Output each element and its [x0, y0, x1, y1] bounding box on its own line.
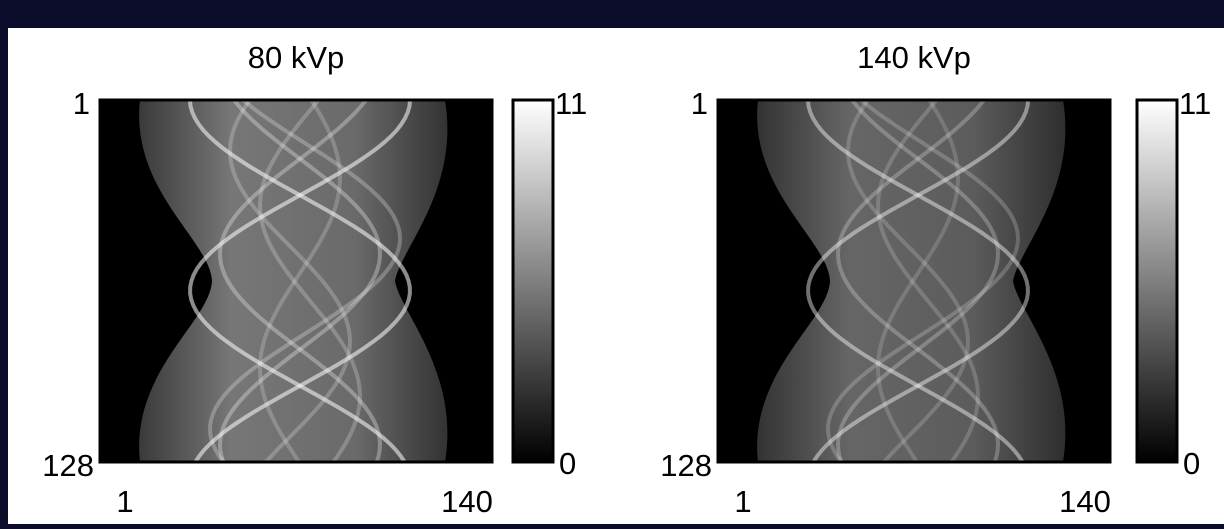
x-axis-label: 140 — [1059, 484, 1111, 519]
colorbar-label: 11 — [555, 86, 587, 121]
y-axis-label: 128 — [42, 448, 94, 483]
panel-title: 80 kVp — [248, 40, 345, 75]
colorbar — [1137, 100, 1177, 462]
x-axis-label: 140 — [441, 484, 493, 519]
y-axis-label: 128 — [660, 448, 712, 483]
y-axis-label: 1 — [691, 86, 708, 121]
x-axis-label: 1 — [734, 484, 751, 519]
x-axis-label: 1 — [116, 484, 133, 519]
colorbar-label: 0 — [1183, 446, 1200, 481]
colorbar — [513, 100, 553, 462]
colorbar-label: 11 — [1179, 86, 1211, 121]
slide: 80 kVp 1 128 1 140 11 0 140 kVp 1 128 1 140 11 0 — [0, 0, 1224, 524]
y-axis-label: 1 — [73, 86, 90, 121]
panel-title: 140 kVp — [857, 40, 971, 75]
colorbar-label: 0 — [559, 446, 576, 481]
